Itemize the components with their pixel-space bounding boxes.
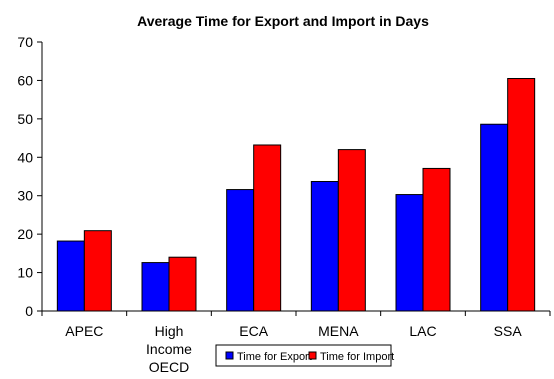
legend-label-export: Time for Export: [237, 351, 312, 363]
x-axis: APEC High Income OECD ECA MENA LAC SSA: [41, 310, 551, 375]
y-tick-label: 50: [17, 111, 33, 127]
bar-import-ssa: [507, 78, 536, 312]
y-tick-label: 70: [17, 34, 33, 50]
legend-swatch-import: [308, 351, 317, 360]
legend-swatch-export: [225, 351, 234, 360]
x-tick-label: APEC: [65, 323, 103, 339]
x-tick-label: SSA: [494, 323, 523, 339]
bar-export-eca: [226, 189, 255, 312]
x-tick-label: High Income OECD: [146, 323, 192, 375]
legend: Time for Export Time for Import: [215, 344, 394, 367]
legend-box: [215, 344, 392, 367]
legend-label-import: Time for Import: [320, 351, 394, 363]
y-axis: 0 10 20 30 40 50 60 70: [17, 34, 43, 319]
bar-import-mena: [337, 149, 366, 312]
bar-export-lac: [395, 194, 424, 312]
bar-export-ssa: [480, 123, 509, 312]
bar-export-mena: [310, 180, 339, 312]
y-tick-label: 20: [17, 226, 33, 242]
x-tick-label: MENA: [318, 323, 359, 339]
y-tick-label: 30: [17, 188, 33, 204]
plot-area: [56, 78, 536, 312]
bar-import-lac: [422, 167, 451, 312]
y-tick-label: 10: [17, 265, 33, 281]
y-tick-label: 0: [25, 303, 33, 319]
x-tick-label: ECA: [239, 323, 268, 339]
y-tick-label: 40: [17, 149, 33, 165]
bar-import-apec: [83, 230, 112, 312]
bar-export-apec: [56, 240, 85, 312]
bar-export-high-income-oecd: [141, 262, 170, 312]
chart-title: Average Time for Export and Import in Da…: [137, 13, 429, 29]
x-tick-label: LAC: [409, 323, 436, 339]
y-tick-label: 60: [17, 72, 33, 88]
bar-import-eca: [253, 144, 282, 312]
bar-import-high-income-oecd: [168, 256, 197, 312]
